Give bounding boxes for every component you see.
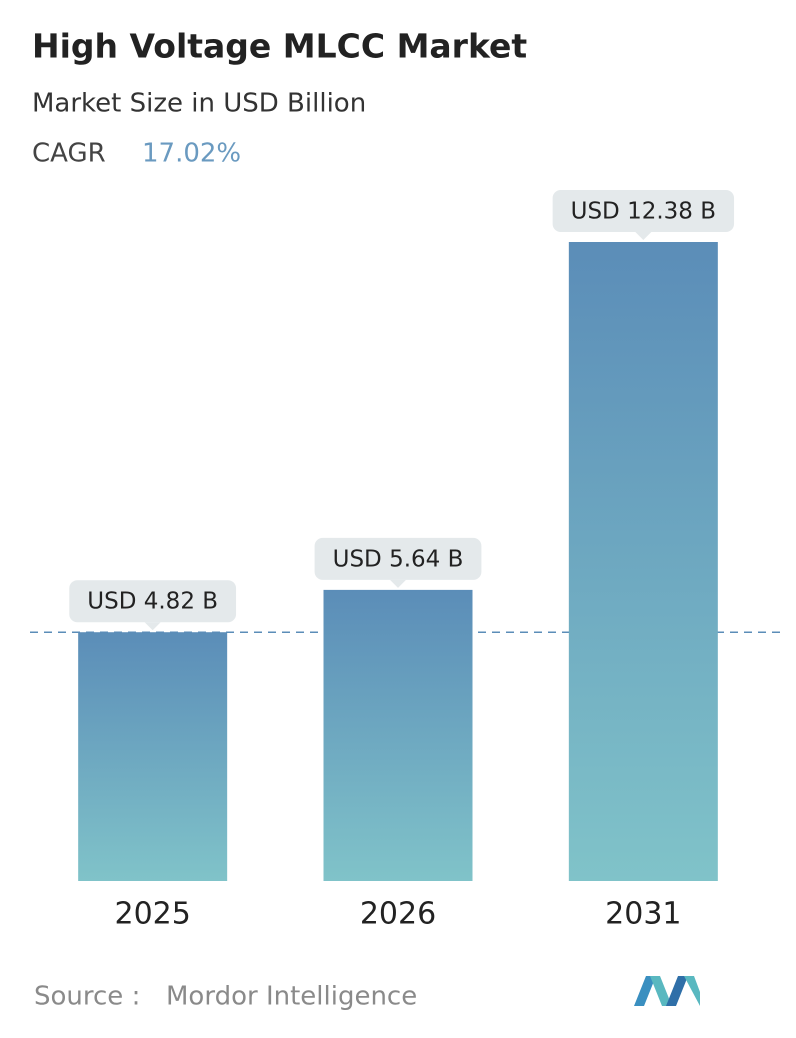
source: Mordor Intelligence [166, 982, 417, 1012]
chart-title: High Voltage MLCC Market [32, 27, 527, 66]
chart-subtitle: Market Size in USD Billion [32, 89, 366, 119]
value-label-box [314, 537, 482, 580]
value-label-box [552, 190, 735, 232]
bar [78, 632, 228, 881]
bar [323, 589, 473, 881]
value-label: USD 4.82 B [87, 589, 218, 615]
x-tick-label: 2025 [114, 897, 190, 932]
value-label: USD 12.38 B [571, 199, 716, 225]
x-tick-label: 2031 [605, 897, 681, 932]
cagr-value: 17.02% [142, 139, 241, 169]
x-tick-label: 2026 [360, 897, 436, 932]
source-label: Source : [34, 982, 140, 1012]
value-label-pointer [635, 232, 652, 240]
value-label-box [69, 580, 237, 623]
value-label-pointer [144, 622, 161, 631]
bar [568, 242, 718, 881]
value-label-pointer [390, 579, 406, 588]
value-label: USD 5.64 B [333, 546, 464, 572]
logo [634, 976, 700, 1006]
cagr-label: CAGR [32, 139, 106, 169]
